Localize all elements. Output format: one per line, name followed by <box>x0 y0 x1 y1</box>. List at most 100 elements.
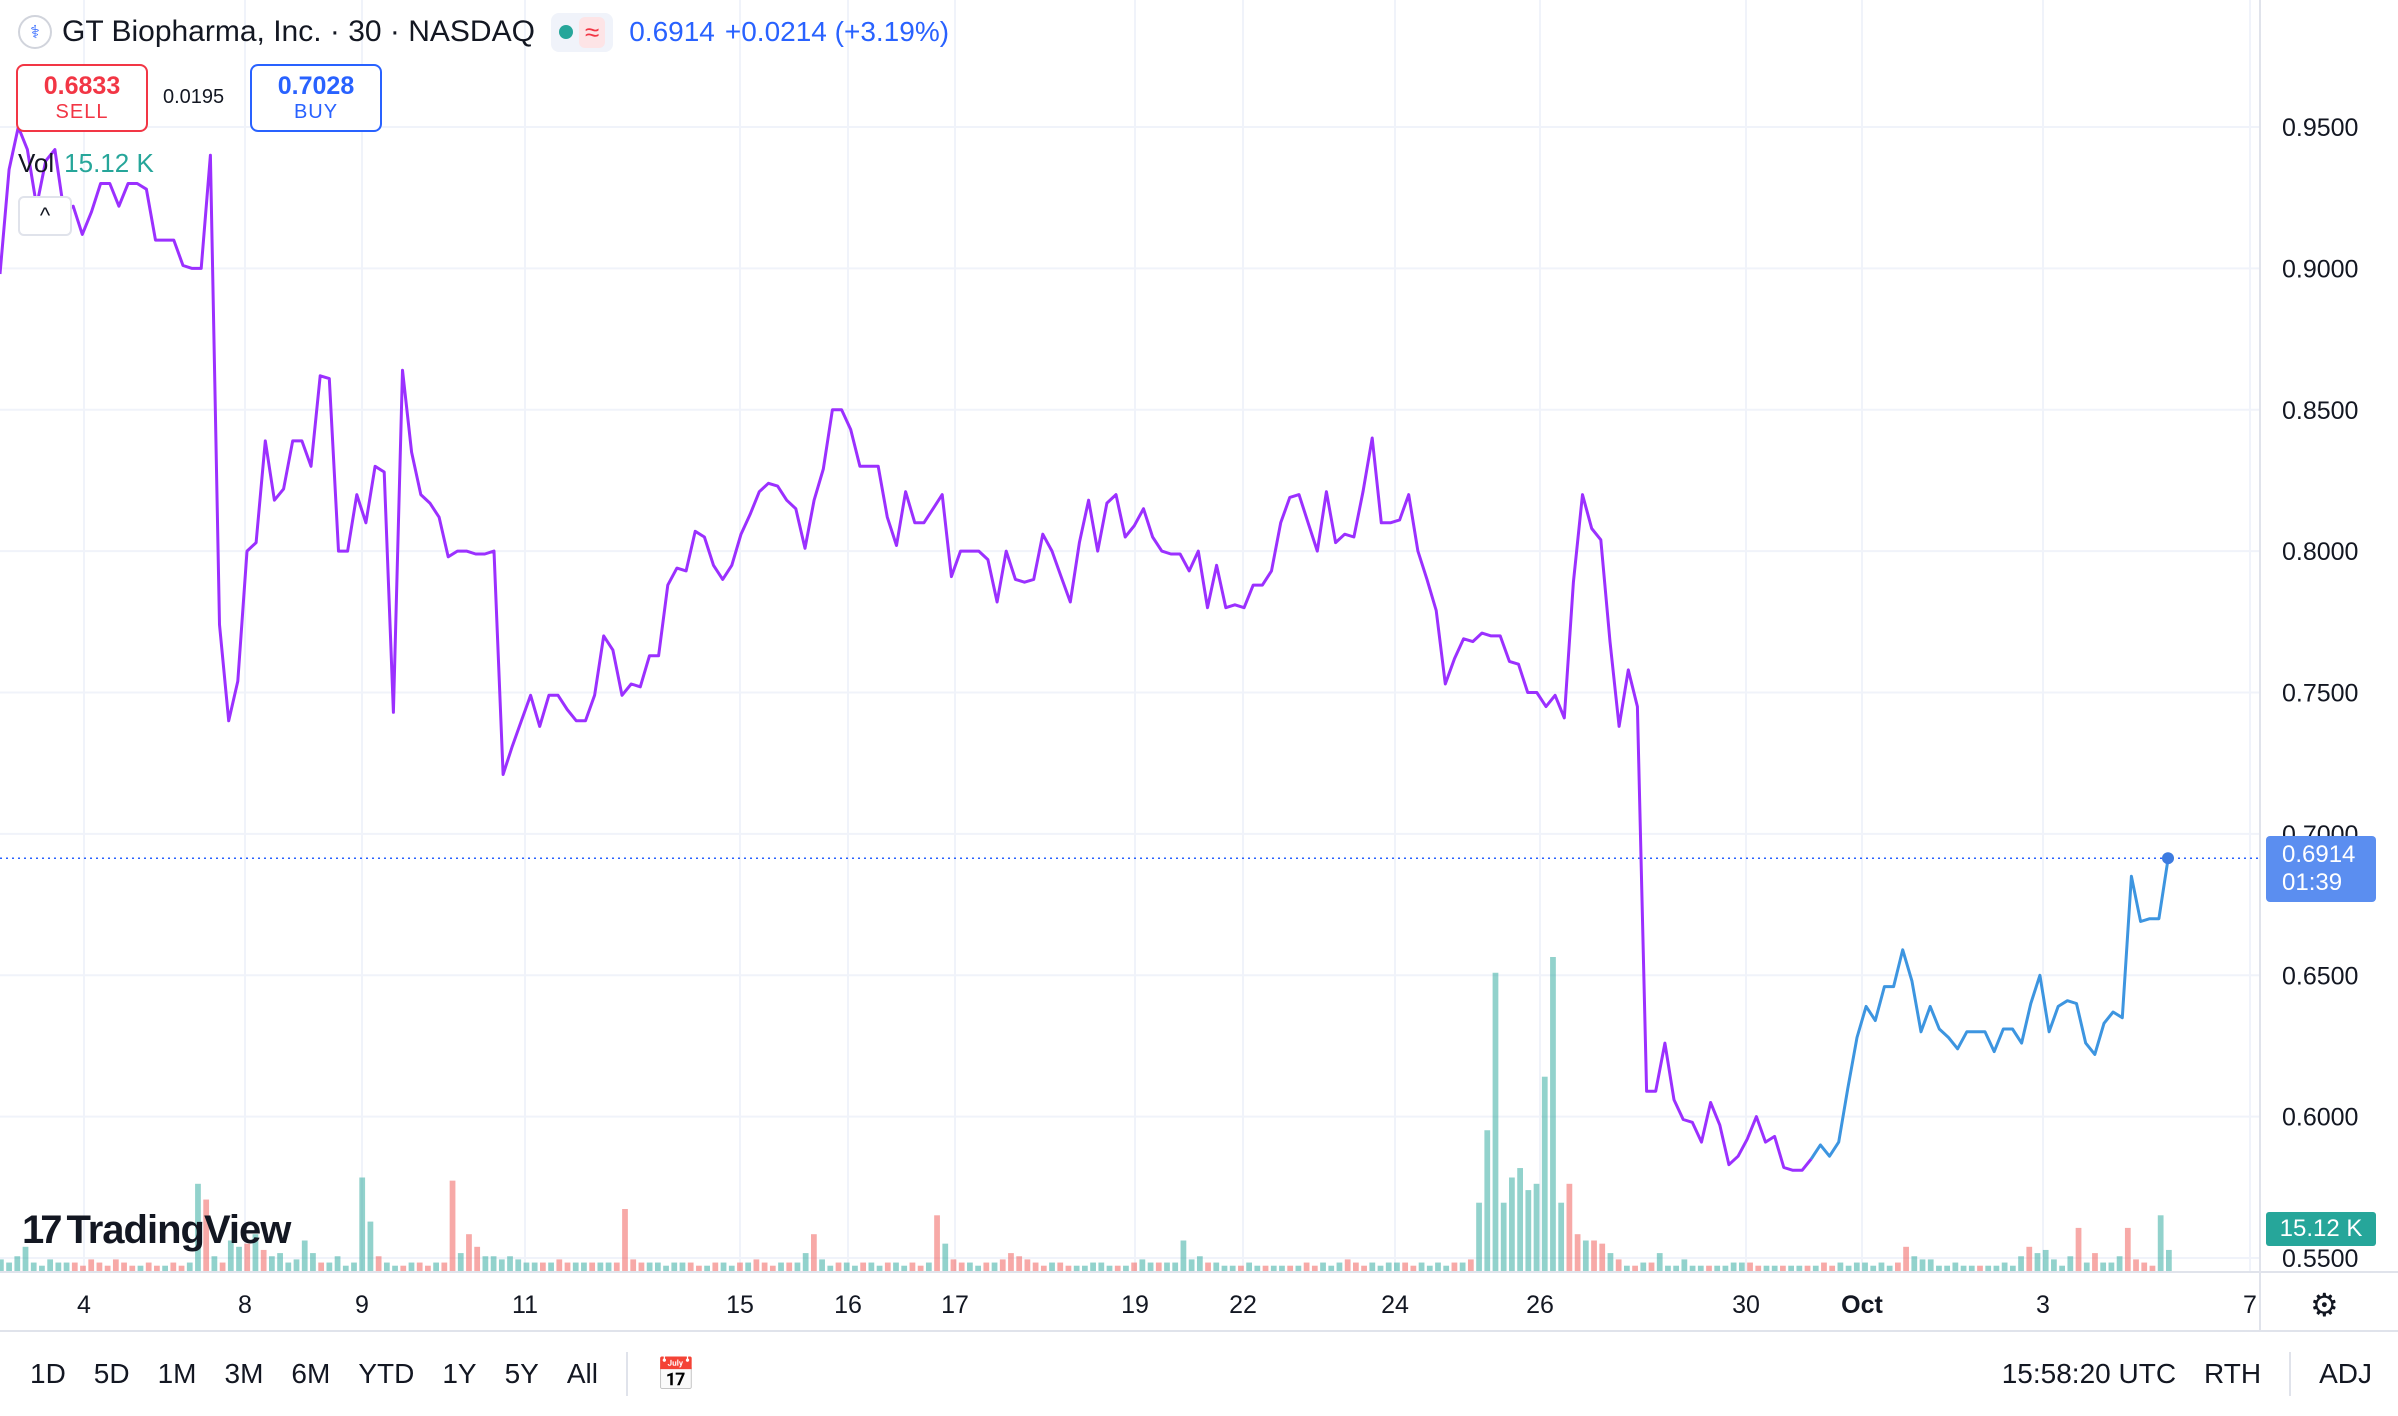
volume-bar <box>2034 1253 2041 1272</box>
collapse-legend-button[interactable]: ^ <box>18 196 72 236</box>
volume-bar <box>359 1177 366 1272</box>
range-all-button[interactable]: All <box>566 1358 598 1389</box>
volume-bar <box>1123 1265 1129 1272</box>
volume-bar <box>696 1265 702 1272</box>
volume-bar <box>671 1262 678 1272</box>
volume-bar <box>704 1265 710 1272</box>
volume-bar <box>1090 1262 1096 1272</box>
volume-bar <box>1459 1262 1466 1272</box>
volume-bar <box>457 1253 464 1272</box>
x-tick-label: 26 <box>1526 1291 1554 1319</box>
x-tick-label: 16 <box>834 1291 862 1319</box>
price-chart[interactable]: 0.95000.90000.85000.80000.75000.70000.65… <box>0 0 2398 1330</box>
volume-bar <box>786 1262 793 1272</box>
volume-bar <box>0 1259 4 1272</box>
volume-bar <box>802 1253 809 1272</box>
session-rth-button[interactable]: RTH <box>2204 1358 2262 1389</box>
header-change: +0.0214 (+3.19%) <box>724 16 950 47</box>
volume-bar <box>794 1262 801 1272</box>
volume-bar <box>1689 1265 1696 1272</box>
volume-bar <box>893 1262 899 1272</box>
volume-bar <box>326 1262 333 1272</box>
volume-bar <box>30 1262 37 1272</box>
volume-bar <box>285 1262 292 1272</box>
volume-bar <box>1706 1265 1712 1272</box>
volume-bar <box>515 1259 522 1272</box>
volume-bar <box>876 1265 883 1272</box>
volume-bar <box>1788 1265 1794 1272</box>
volume-bar <box>654 1262 661 1272</box>
volume-bar <box>999 1259 1006 1272</box>
volume-bar <box>2059 1265 2065 1272</box>
range-5d-button[interactable]: 5D <box>93 1358 130 1389</box>
volume-bar <box>1558 1202 1565 1272</box>
symbol-title[interactable]: GT Biopharma, Inc. · 30 · NASDAQ <box>62 15 535 48</box>
volume-bar <box>1024 1259 1031 1272</box>
volume-bar <box>622 1209 628 1272</box>
volume-bar <box>1607 1253 1614 1272</box>
sell-label: SELL <box>55 101 109 123</box>
volume-bar <box>2133 1259 2139 1272</box>
volume-bar <box>1270 1265 1277 1272</box>
volume-legend[interactable]: Vol 15.12 K <box>18 148 154 179</box>
volume-bar <box>277 1253 283 1272</box>
volume-bar <box>2108 1262 2115 1272</box>
calendar-range-icon[interactable]: 📅 <box>655 1356 696 1392</box>
volume-bar <box>2026 1246 2033 1272</box>
volume-bar <box>1328 1265 1335 1272</box>
sell-button[interactable]: 0.6833 SELL <box>16 64 148 132</box>
volume-bar <box>80 1265 86 1272</box>
volume-bar <box>1082 1265 1088 1272</box>
volume-bar <box>170 1262 177 1272</box>
volume-bar <box>1410 1265 1417 1272</box>
volume-bar <box>1640 1262 1647 1272</box>
volume-bar <box>1681 1259 1688 1272</box>
sell-price: 0.6833 <box>43 72 121 100</box>
volume-bar <box>383 1262 390 1272</box>
tradingview-mark-icon: 17 <box>22 1208 62 1252</box>
volume-bar <box>1484 1130 1491 1272</box>
volume-bar <box>1426 1265 1433 1272</box>
market-status[interactable]: ≈ <box>550 12 614 52</box>
volume-bar <box>967 1262 973 1272</box>
volume-bar <box>1895 1262 1901 1272</box>
volume-bar <box>523 1262 530 1272</box>
volume-bar <box>1977 1265 1983 1272</box>
buy-label: BUY <box>293 101 339 123</box>
volume-bar <box>1845 1265 1852 1272</box>
range-ytd-button[interactable]: YTD <box>358 1358 415 1389</box>
range-1y-button[interactable]: 1Y <box>442 1358 477 1389</box>
adjust-button[interactable]: ADJ <box>2319 1358 2372 1389</box>
y-tick-label: 0.8500 <box>2282 397 2358 425</box>
volume-bar <box>753 1259 760 1272</box>
volume-bar <box>490 1256 497 1272</box>
volume-bar <box>1443 1265 1450 1272</box>
volume-bar <box>1952 1262 1959 1272</box>
range-1d-button[interactable]: 1D <box>30 1358 66 1389</box>
volume-bar <box>375 1256 382 1272</box>
range-6m-button[interactable]: 6M <box>291 1358 331 1389</box>
volume-bar <box>950 1259 957 1272</box>
volume-bar <box>819 1259 825 1272</box>
y-tick-label: 0.8000 <box>2282 538 2358 566</box>
clock-time[interactable]: 15:58:20 UTC <box>2001 1358 2177 1389</box>
volume-bar <box>1172 1262 1179 1272</box>
volume-bar <box>137 1265 144 1272</box>
volume-bar <box>925 1262 932 1272</box>
volume-bar <box>498 1259 505 1272</box>
spread-value: 0.0195 <box>163 86 225 108</box>
toolbar-divider <box>2289 1352 2292 1396</box>
volume-bar <box>1968 1265 1975 1272</box>
volume-bar <box>1155 1262 1162 1272</box>
axis-settings-icon[interactable]: ⚙ <box>2310 1287 2339 1323</box>
volume-bar <box>1747 1262 1753 1272</box>
y-tick-label: 0.6000 <box>2282 1104 2358 1132</box>
range-3m-button[interactable]: 3M <box>224 1358 264 1389</box>
buy-button[interactable]: 0.7028 BUY <box>250 64 382 132</box>
range-1m-button[interactable]: 1M <box>157 1358 197 1389</box>
tradingview-logo[interactable]: 17 TradingView <box>22 1208 291 1253</box>
volume-bar <box>2092 1253 2098 1272</box>
range-5y-button[interactable]: 5Y <box>504 1358 539 1389</box>
volume-bar <box>260 1249 267 1272</box>
volume-bar <box>2116 1256 2123 1272</box>
